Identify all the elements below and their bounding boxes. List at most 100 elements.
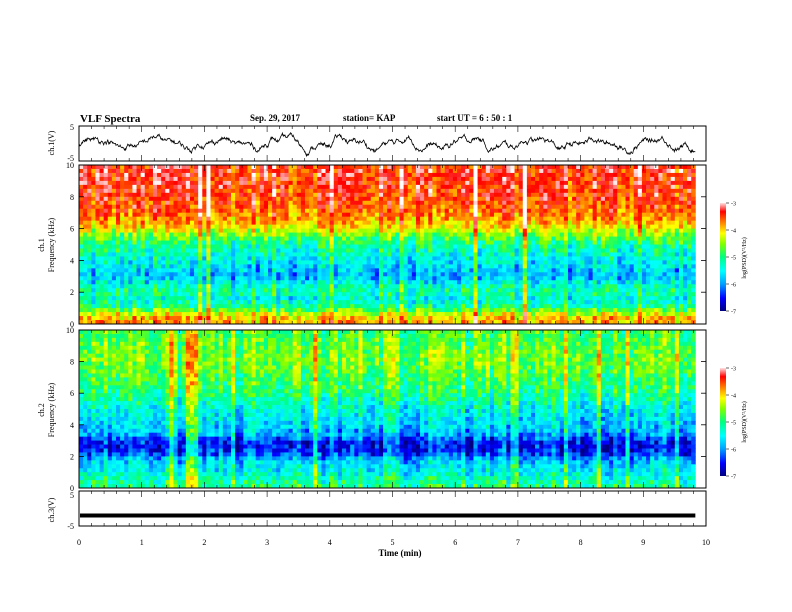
ch1-spectrogram-cell bbox=[452, 192, 458, 198]
ch1-spectrogram-cell bbox=[674, 240, 680, 245]
ch1-spectrogram-cell bbox=[251, 272, 257, 277]
ch1-spectrogram-cell bbox=[646, 272, 651, 277]
ch1-spectrogram-cell bbox=[530, 180, 536, 186]
ch1-spectrogram-cell bbox=[674, 204, 680, 210]
ch1-spectrogram-cell bbox=[276, 176, 281, 182]
ch1-spectrogram-cell bbox=[674, 212, 680, 218]
ch1-spectrogram-cell bbox=[539, 280, 544, 285]
ch1-spectrogram-cell bbox=[391, 184, 396, 190]
ch1-spectrogram-cell bbox=[231, 288, 236, 293]
ch1-spectrogram-cell bbox=[132, 276, 137, 281]
ch1-spectrogram-cell bbox=[173, 176, 179, 182]
ch1-spectrogram-cell bbox=[99, 240, 105, 245]
ch1-spectrogram-cell bbox=[481, 252, 487, 257]
ch1-spectrogram-cell bbox=[457, 272, 462, 277]
ch1-spectrogram-cell bbox=[152, 268, 158, 273]
ch1-spectrogram-cell bbox=[613, 208, 618, 214]
ch1-spectrogram-cell bbox=[157, 288, 162, 293]
ch1-spectrogram-cell bbox=[498, 244, 503, 249]
ch1-spectrogram-cell bbox=[107, 165, 113, 170]
ch1-spectrogram-cell bbox=[658, 284, 663, 289]
ch1-spectrogram-cell bbox=[214, 184, 220, 190]
ch1-spectrogram-cell bbox=[247, 280, 252, 285]
ch1-spectrogram-cell bbox=[235, 224, 240, 230]
ch1-spectrogram-cell bbox=[428, 196, 433, 202]
ch1-spectrogram-cell bbox=[526, 260, 532, 265]
ch1-spectrogram-cell bbox=[91, 280, 96, 285]
ch1-spectrogram-cell bbox=[555, 268, 561, 273]
ch1-spectrogram-cell bbox=[420, 252, 425, 257]
ch1-spectrogram-cell bbox=[95, 296, 100, 301]
ch1-spectrogram-cell bbox=[530, 264, 536, 269]
ch1-spectrogram-cell bbox=[658, 260, 663, 265]
ch1-spectrogram-cell bbox=[169, 212, 174, 218]
ch1-spectrogram-cell bbox=[621, 280, 626, 285]
ch1-spectrogram-cell bbox=[514, 224, 520, 230]
ch1-spectrogram-cell bbox=[424, 192, 429, 198]
ch1-spectrogram-cell bbox=[674, 276, 680, 281]
ch1-spectrogram-cell bbox=[489, 272, 495, 277]
ch1-spectrogram-cell bbox=[481, 228, 487, 233]
ch1-spectrogram-cell bbox=[399, 272, 405, 277]
ch1-spectrogram-cell bbox=[243, 204, 248, 210]
ch1-spectrogram-cell bbox=[415, 252, 421, 257]
ch1-spectrogram-cell bbox=[169, 252, 174, 257]
ch1-spectrogram-cell bbox=[387, 212, 392, 218]
ch1-spectrogram-cell bbox=[202, 248, 207, 253]
ch1-spectrogram-cell bbox=[358, 224, 363, 230]
ch1-spectrogram-cell bbox=[325, 268, 331, 273]
ch1-spectrogram-cell bbox=[198, 248, 203, 253]
ch1-spectrogram-cell bbox=[600, 224, 606, 230]
ch1-spectrogram-cell bbox=[559, 256, 565, 261]
ch1-spectrogram-cell bbox=[337, 280, 343, 285]
ch1-spectrogram-cell bbox=[272, 264, 277, 269]
ch1-spectrogram-cell bbox=[399, 204, 405, 210]
ch1-spectrogram-cell bbox=[124, 212, 129, 218]
ch1-spectrogram-cell bbox=[555, 284, 561, 289]
ch1-spectrogram-cell bbox=[268, 228, 273, 233]
ch1-spectrogram-cell bbox=[629, 220, 635, 226]
ch1-spectrogram-cell bbox=[502, 184, 507, 190]
ch1-spectrogram-cell bbox=[321, 268, 326, 273]
ch1-spectrogram-cell bbox=[420, 264, 425, 269]
ch1-spectrogram-cell bbox=[152, 292, 158, 297]
ch1-spectrogram-cell bbox=[309, 256, 314, 261]
ch1-spectrogram-cell bbox=[514, 276, 520, 281]
ch1-spectrogram-cell bbox=[189, 264, 195, 269]
ch1-spectrogram-cell bbox=[91, 288, 96, 293]
ch1-spectrogram-cell bbox=[157, 244, 162, 249]
ch1-spectrogram-cell bbox=[411, 168, 417, 174]
ch1-spectrogram-cell bbox=[148, 284, 154, 289]
ch1-spectrogram-cell bbox=[309, 268, 314, 273]
ch1-spectrogram-cell bbox=[222, 172, 228, 178]
ch1-spectrogram-cell bbox=[539, 232, 544, 237]
ch1-spectrogram-cell bbox=[120, 216, 125, 222]
ch1-spectrogram-cell bbox=[136, 284, 142, 289]
ch1-spectrogram-cell bbox=[539, 192, 544, 198]
ch1-spectrogram-cell bbox=[263, 184, 269, 190]
ch1-spectrogram-cell bbox=[218, 176, 224, 182]
ch1-spectrogram-cell bbox=[465, 276, 470, 281]
ch1-spectrogram-cell bbox=[251, 268, 257, 273]
ch1-spectrogram-cell bbox=[666, 240, 672, 245]
ch1-spectrogram-cell bbox=[313, 260, 318, 265]
ch1-spectrogram-cell bbox=[539, 292, 544, 297]
ch1-spectrogram-cell bbox=[313, 284, 318, 289]
ch1-spectrogram-cell bbox=[522, 168, 528, 174]
ch1-spectrogram-cell bbox=[317, 168, 322, 174]
ch1-spectrogram-cell bbox=[452, 268, 458, 273]
ch1-spectrogram-cell bbox=[510, 288, 515, 293]
ch1-spectrogram-cell bbox=[239, 248, 244, 253]
ch1-spectrogram-cell bbox=[559, 224, 565, 230]
ch1-spectrogram-cell bbox=[157, 272, 162, 277]
ch1-spectrogram-cell bbox=[535, 236, 540, 241]
ch1-spectrogram-cell bbox=[432, 244, 437, 249]
ch1-spectrogram-cell bbox=[115, 276, 121, 281]
ch1-spectrogram-cell bbox=[95, 180, 100, 186]
ch1-spectrogram-cell bbox=[650, 232, 655, 237]
ch1-spectrogram-cell bbox=[502, 212, 507, 218]
ch1-spectrogram-cell bbox=[666, 208, 672, 214]
ch1-spectrogram-cell bbox=[152, 172, 158, 178]
ch1-spectrogram-cell bbox=[510, 260, 515, 265]
ch1-spectrogram-cell bbox=[268, 184, 273, 190]
